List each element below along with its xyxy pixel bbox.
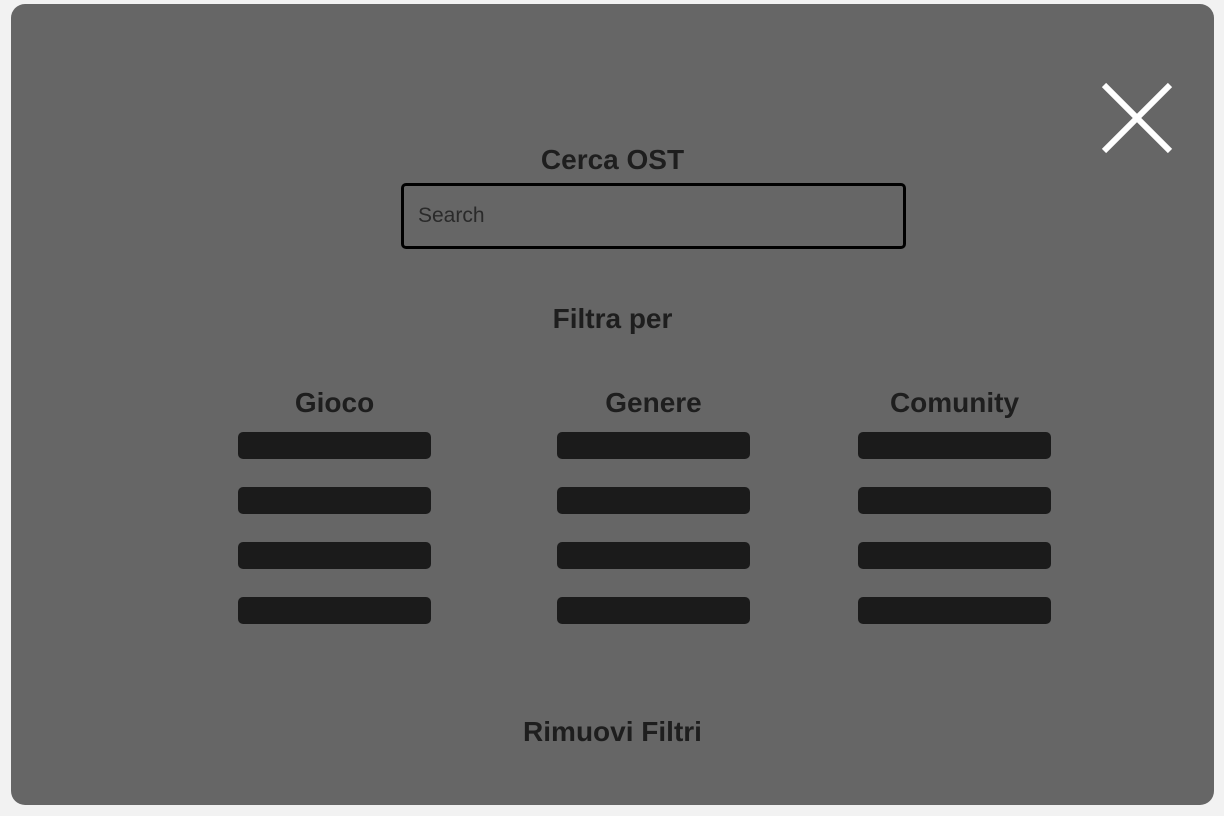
filter-option[interactable] — [238, 542, 431, 569]
filter-option[interactable] — [238, 597, 431, 624]
remove-filters-button[interactable]: Rimuovi Filtri — [523, 716, 702, 747]
filter-column-title: Gioco — [294, 387, 375, 418]
filter-modal: Cerca OST Filtra per Gioco Genere Comuni… — [11, 4, 1214, 805]
filter-column-title: Genere — [605, 387, 702, 418]
close-button[interactable] — [1099, 80, 1175, 156]
filter-option[interactable] — [557, 542, 750, 569]
filter-column-comunity: Comunity — [858, 386, 1051, 652]
filter-option[interactable] — [238, 432, 431, 459]
filter-option[interactable] — [858, 432, 1051, 459]
filter-column-title: Comunity — [889, 387, 1020, 418]
filter-column-genere: Genere — [557, 386, 750, 652]
filter-option[interactable] — [557, 597, 750, 624]
filter-column-gioco: Gioco — [238, 386, 431, 652]
filter-option[interactable] — [858, 542, 1051, 569]
filter-title: Filtra per — [552, 303, 673, 334]
close-icon — [1101, 82, 1173, 154]
filter-option[interactable] — [557, 432, 750, 459]
filter-option[interactable] — [858, 487, 1051, 514]
search-input[interactable] — [401, 183, 906, 249]
filter-option[interactable] — [238, 487, 431, 514]
search-title: Cerca OST — [540, 144, 685, 175]
filter-option[interactable] — [557, 487, 750, 514]
filter-option[interactable] — [858, 597, 1051, 624]
